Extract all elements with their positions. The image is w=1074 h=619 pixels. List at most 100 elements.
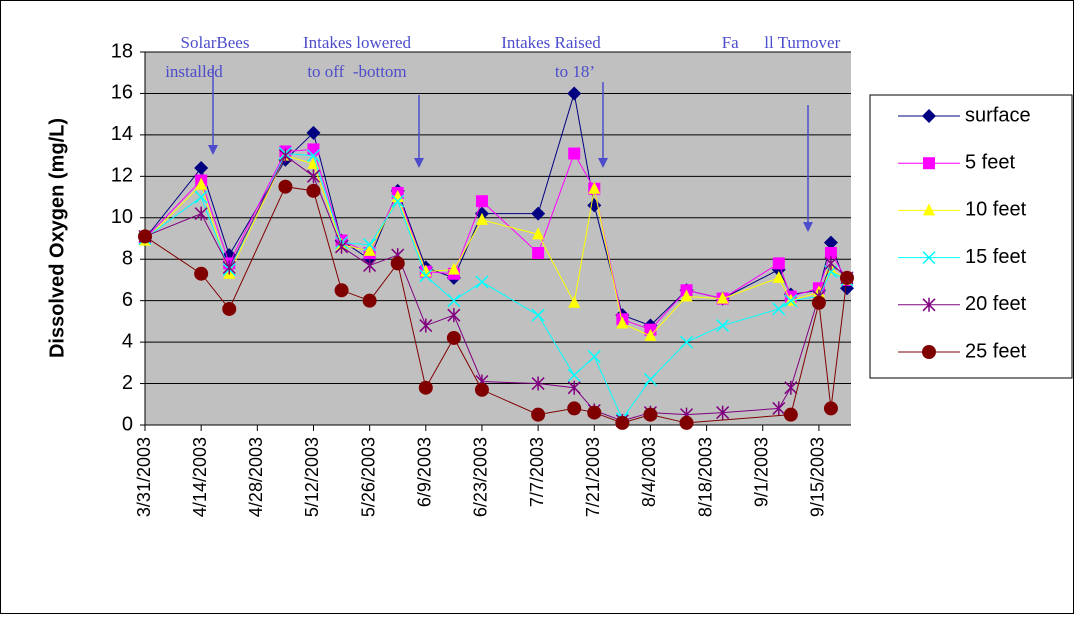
legend-marker xyxy=(922,251,936,265)
data-point xyxy=(195,177,208,190)
data-point xyxy=(824,247,837,260)
data-point xyxy=(474,382,489,397)
data-point xyxy=(823,235,838,250)
data-point xyxy=(568,295,581,308)
data-point xyxy=(679,415,694,430)
data-point xyxy=(194,206,208,221)
data-point xyxy=(419,269,433,283)
data-point xyxy=(475,212,488,225)
data-point xyxy=(306,183,321,198)
data-point xyxy=(363,258,377,273)
annotation: SolarBees xyxy=(181,33,250,52)
data-point xyxy=(716,291,729,304)
y-tick-label: 0 xyxy=(122,413,133,435)
data-point xyxy=(335,239,349,254)
data-point xyxy=(643,407,658,422)
legend-marker xyxy=(923,203,935,216)
data-point xyxy=(447,308,461,323)
data-point xyxy=(446,330,461,345)
data-point xyxy=(475,195,488,208)
x-tick-label: 4/14/2003 xyxy=(190,437,210,517)
legend-label: 20 feet xyxy=(965,293,1027,315)
y-axis-label: Dissolved Oxygen (mg/L) xyxy=(46,118,68,358)
y-tick-label: 10 xyxy=(111,206,133,228)
legend-label: 15 feet xyxy=(965,246,1027,268)
data-point xyxy=(772,401,786,416)
data-point xyxy=(839,270,854,285)
data-point xyxy=(680,289,693,302)
legend-marker xyxy=(922,109,936,123)
data-point xyxy=(716,405,730,420)
data-point xyxy=(419,318,433,333)
data-point xyxy=(783,407,798,422)
x-tick-label: 3/31/2003 xyxy=(134,437,154,517)
data-point xyxy=(334,283,349,298)
data-point xyxy=(588,181,601,194)
x-tick-label: 4/28/2003 xyxy=(246,437,266,517)
data-point xyxy=(138,229,152,244)
data-point xyxy=(475,275,489,289)
data-point xyxy=(772,257,785,270)
data-point xyxy=(643,372,657,386)
annotation-arrowhead xyxy=(598,158,608,168)
data-point xyxy=(616,316,629,329)
data-point xyxy=(716,319,730,333)
data-point xyxy=(772,270,785,283)
data-point xyxy=(363,238,377,252)
y-tick-label: 8 xyxy=(122,248,133,270)
x-tick-label: 8/18/2003 xyxy=(695,437,715,517)
data-point xyxy=(587,350,601,364)
x-tick-label: 8/4/2003 xyxy=(639,437,659,507)
y-tick-label: 4 xyxy=(122,330,133,352)
data-point xyxy=(824,256,838,271)
data-point xyxy=(278,179,293,194)
data-point xyxy=(531,206,546,221)
y-tick-label: 14 xyxy=(111,123,133,145)
data-point xyxy=(567,401,582,416)
annotation-arrowhead xyxy=(208,145,218,155)
data-point xyxy=(772,302,786,316)
data-point xyxy=(307,143,320,156)
data-point xyxy=(784,294,798,308)
data-point xyxy=(390,256,405,271)
data-point xyxy=(306,149,321,163)
data-point xyxy=(194,190,208,204)
data-point xyxy=(531,308,545,322)
data-point xyxy=(532,247,545,260)
data-point xyxy=(811,295,826,310)
x-tick-label: 9/1/2003 xyxy=(752,437,772,507)
data-point xyxy=(306,169,321,184)
legend-label: surface xyxy=(965,104,1031,126)
y-tick-label: 2 xyxy=(122,372,133,394)
x-tick-label: 5/26/2003 xyxy=(358,437,378,517)
annotation: Intakes lowered xyxy=(303,33,412,52)
data-point xyxy=(567,368,581,382)
annotation-arrowhead xyxy=(414,158,424,168)
data-point xyxy=(222,260,236,275)
legend-marker xyxy=(922,345,936,359)
data-point xyxy=(567,380,581,395)
data-point xyxy=(784,380,798,395)
data-point xyxy=(568,147,581,160)
legend-label: 25 feet xyxy=(965,340,1027,362)
annotation: to off -bottom xyxy=(307,62,406,81)
y-tick-label: 16 xyxy=(111,82,133,104)
data-point xyxy=(418,380,433,395)
data-point xyxy=(447,294,461,308)
data-point xyxy=(278,148,292,163)
legend-label: 10 feet xyxy=(965,199,1027,221)
data-point xyxy=(531,376,545,391)
x-tick-label: 7/21/2003 xyxy=(583,437,603,517)
data-point xyxy=(531,407,546,422)
data-point xyxy=(363,243,376,256)
x-tick-label: 9/15/2003 xyxy=(808,437,828,517)
annotation: Fa ll Turnover xyxy=(722,33,841,52)
x-tick-label: 6/9/2003 xyxy=(415,437,435,507)
data-point xyxy=(587,405,602,420)
y-tick-label: 12 xyxy=(111,165,133,187)
legend-marker xyxy=(923,157,935,170)
data-point xyxy=(447,262,460,275)
x-tick-label: 6/23/2003 xyxy=(471,437,491,517)
data-point xyxy=(194,161,209,176)
